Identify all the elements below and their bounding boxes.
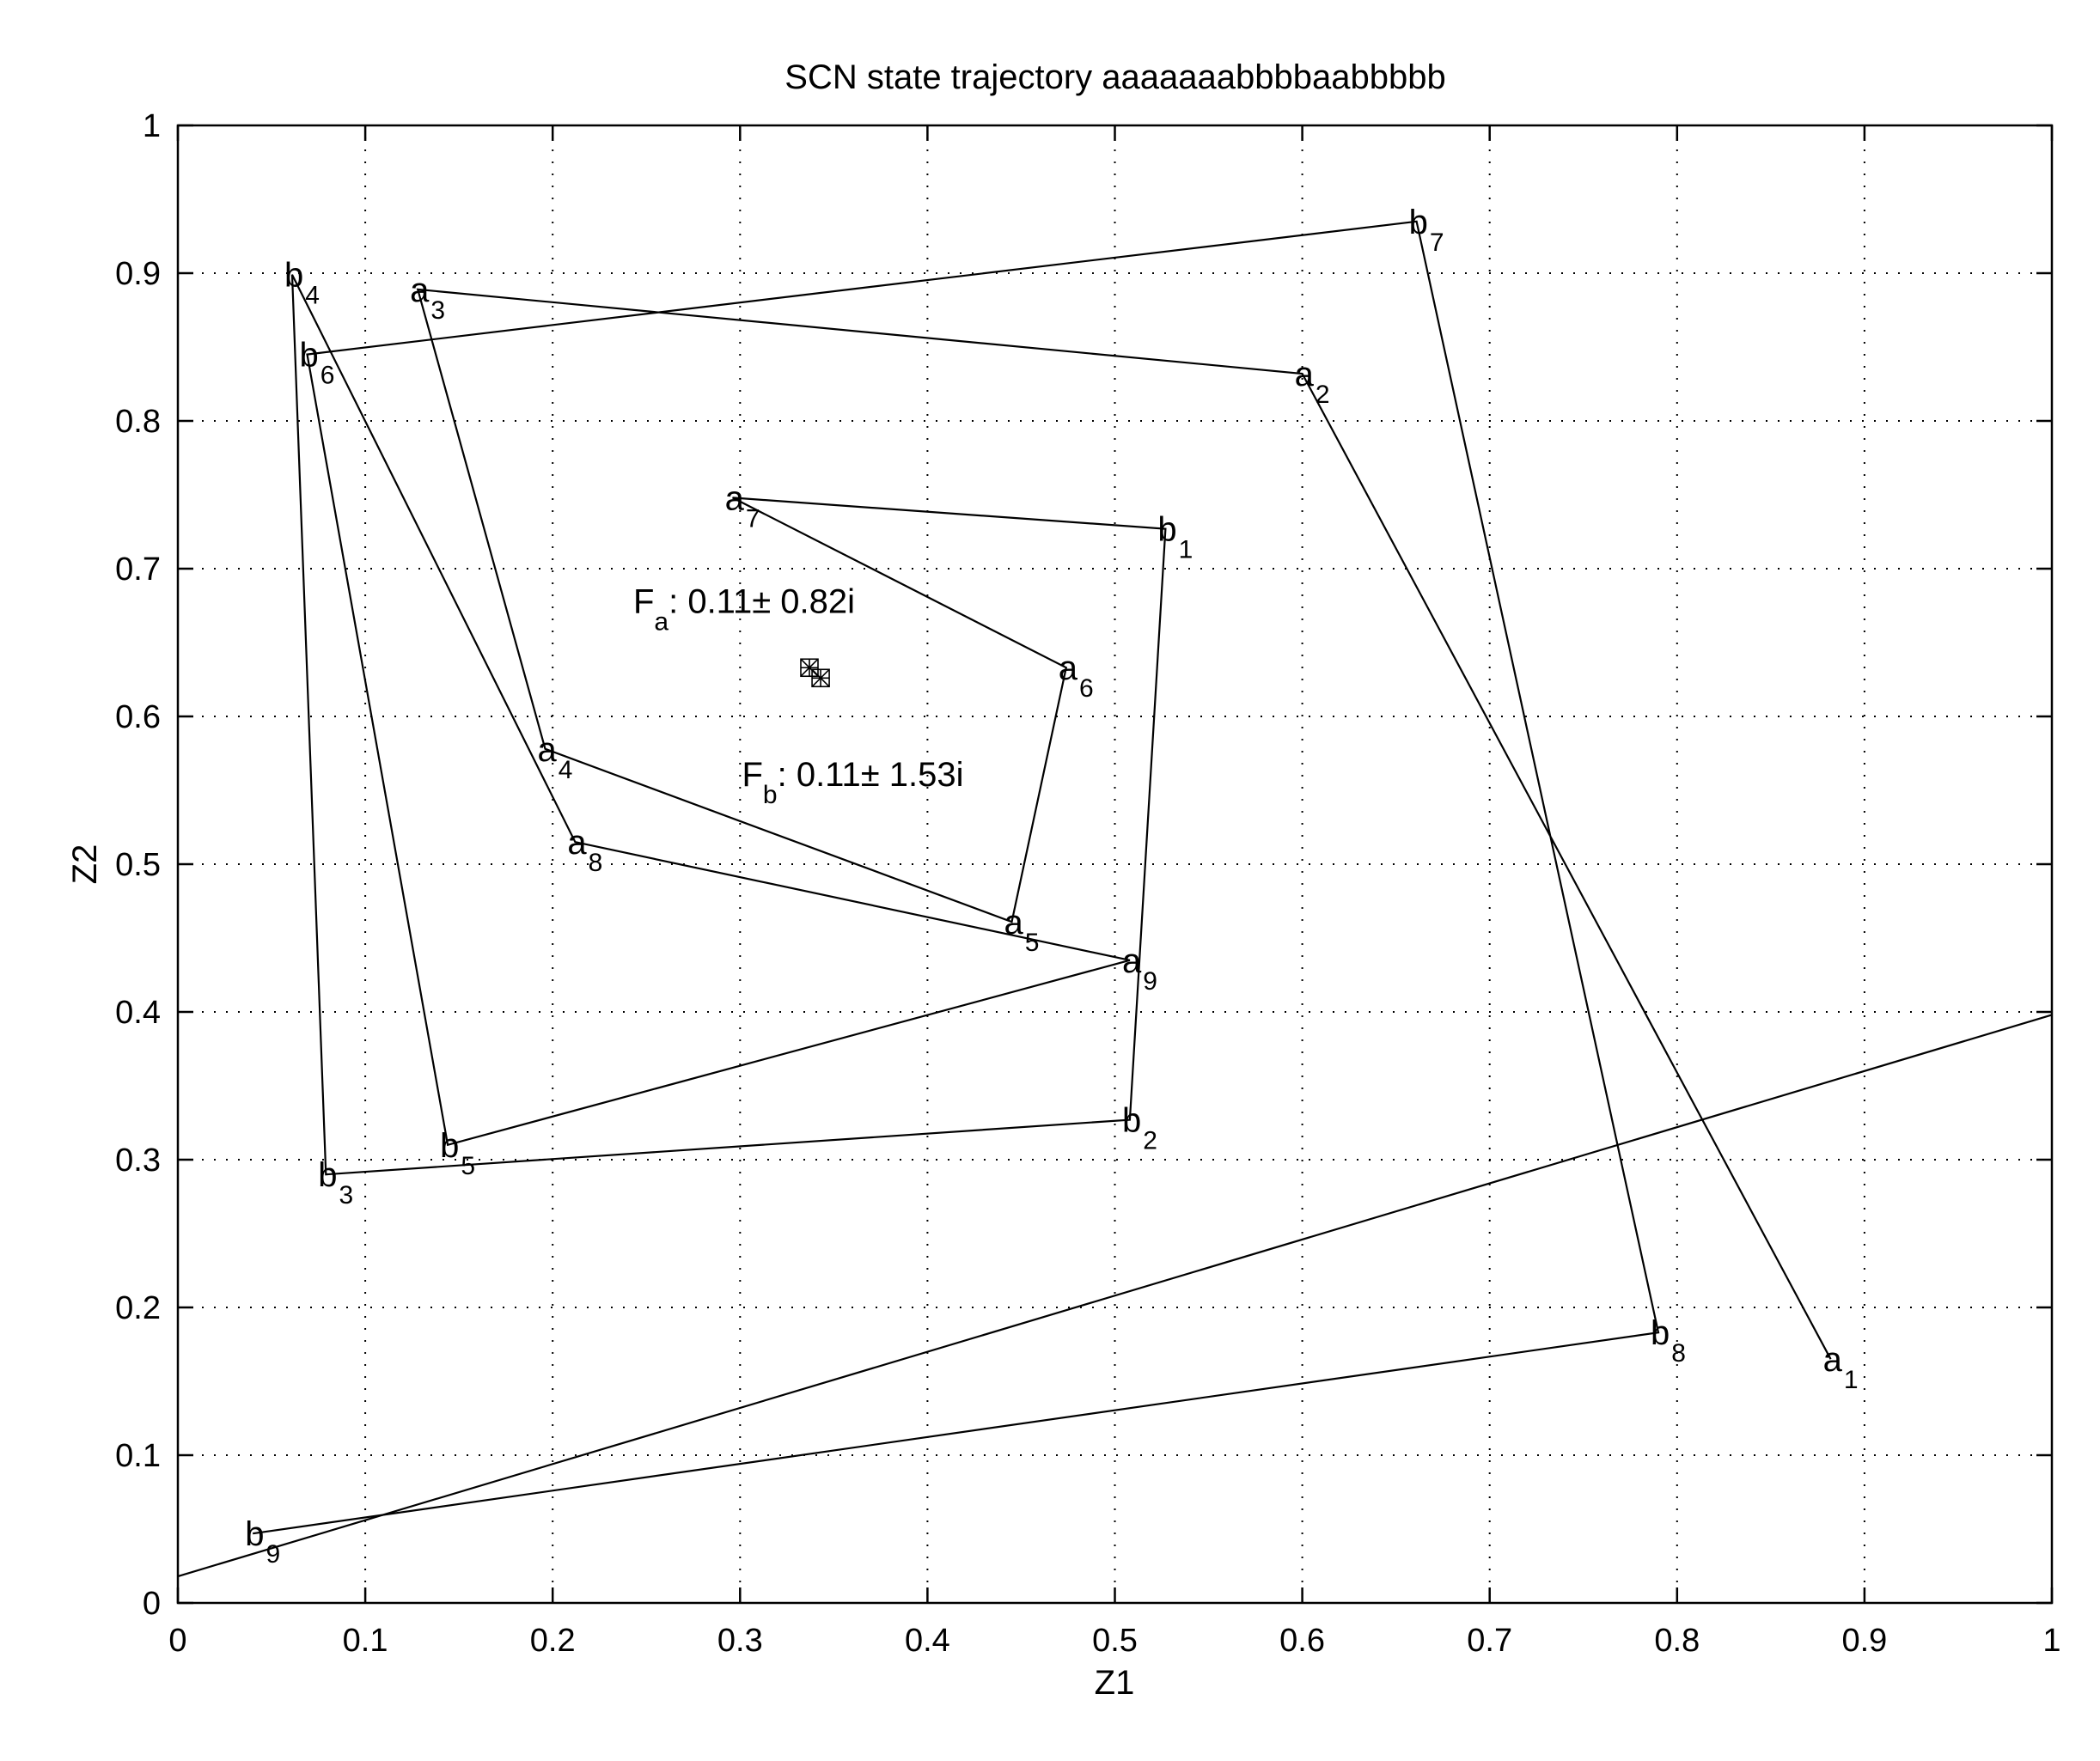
point-label-a3: a3 [410,271,445,325]
x-tick-label: 0 [168,1623,186,1659]
point-label-b7: b7 [1409,204,1444,257]
trajectory-layer [253,220,1832,1535]
point-label-b3: b3 [318,1156,353,1210]
eigenvalue-label-a: Fa: 0.11± 0.82i [633,583,855,637]
y-tick-label: 0.1 [115,1438,161,1474]
point-label-a1: a1 [1823,1341,1859,1394]
x-tick-label: 0.1 [343,1623,388,1659]
grid [178,125,2052,1603]
x-tick-label: 0.3 [717,1623,763,1659]
x-tick-label: 0.9 [1841,1623,1887,1659]
point-label-a6: a6 [1059,649,1094,703]
trajectory-line [253,220,1832,1535]
point-label-b6: b6 [299,337,334,390]
y-tick-label: 0.3 [115,1143,161,1179]
axis-ticks: 0 0.1 0.2 0.3 0.4 0.5 0.6 0.7 0.8 0.9 1 0 0.1 0.2 0.3 0… [115,108,2060,1659]
y-tick-label: 0.7 [115,551,161,588]
point-label-b8: b8 [1651,1314,1686,1368]
eigenvalue-annotations: Fa: 0.11± 0.82i Fb: 0.11± 1.53i [633,583,964,809]
x-tick-label: 0.6 [1279,1623,1325,1659]
x-tick-label: 0.2 [530,1623,576,1659]
point-label-a9: a9 [1122,942,1157,996]
x-tick-label: 0.7 [1467,1623,1512,1659]
point-label-b5: b5 [440,1127,475,1180]
x-tick-label: 0.5 [1092,1623,1138,1659]
point-label-a5: a5 [1004,904,1040,957]
point-label-b2: b2 [1122,1102,1157,1155]
x-tick-label: 0.4 [905,1623,950,1659]
y-tick-label: 1 [143,108,161,144]
point-label-b9: b9 [245,1515,280,1569]
fixed-points-layer [800,658,830,688]
y-tick-label: 0.6 [115,699,161,735]
y-tick-label: 0.5 [115,847,161,883]
y-tick-label: 0.9 [115,256,161,292]
y-axis-label: Z2 [66,844,104,885]
y-tick-label: 0.4 [115,995,161,1031]
eigenvalue-label-b: Fb: 0.11± 1.53i [742,756,963,809]
y-tick-label: 0 [143,1586,161,1622]
x-axis-label: Z1 [1095,1664,1135,1702]
fixed-point-cross-d2 [800,658,819,677]
reference-line-layer [177,1014,2053,1578]
fixed-point-cross-d2 [811,668,830,687]
point-label-a8: a8 [567,824,602,877]
reference-line [177,1014,2053,1578]
x-tick-label: 0.8 [1654,1623,1700,1659]
point-label-b4: b4 [284,257,320,310]
point-label-a2: a2 [1295,356,1330,409]
fixed-point-marker [811,668,830,688]
point-label-a7: a7 [725,479,760,533]
x-tick-label: 1 [2042,1623,2060,1659]
chart-title: SCN state trajectory aaaaaaabbbbaabbbbb [784,58,1445,96]
y-tick-label: 0.2 [115,1290,161,1326]
y-tick-label: 0.8 [115,404,161,440]
plot-frame [176,124,2054,1605]
